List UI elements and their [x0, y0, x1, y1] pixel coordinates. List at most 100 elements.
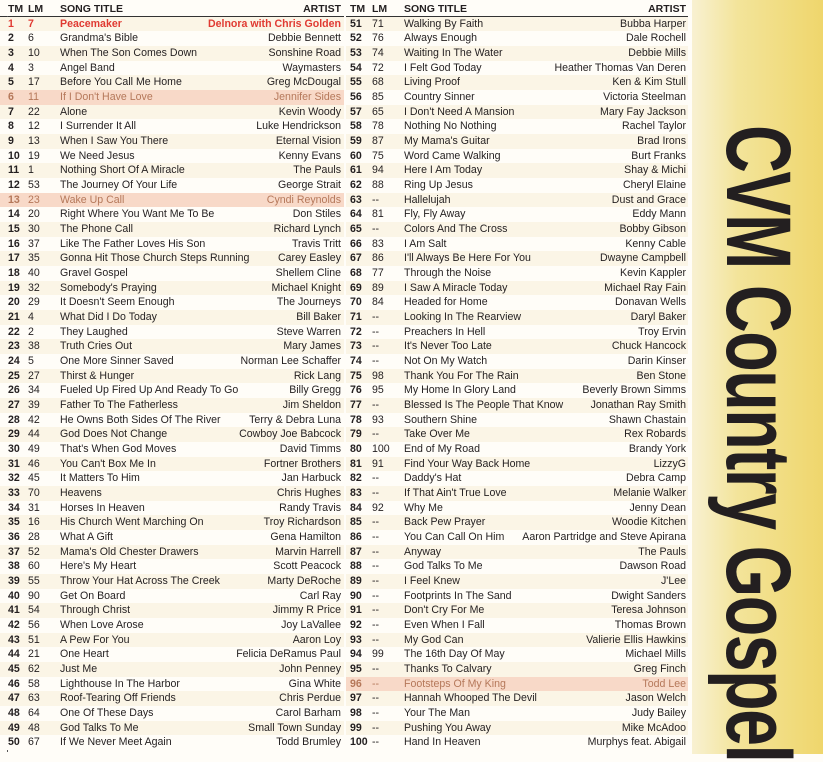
rank-this-month: 36: [8, 531, 20, 544]
rank-last-month: 87: [372, 134, 384, 147]
artist-name: Marty DeRoche: [267, 575, 341, 588]
table-row: 93 -- My God Can Valierie Ellis Hawkins: [346, 632, 688, 648]
rank-last-month: --: [372, 707, 380, 720]
artist-name: George Strait: [277, 178, 341, 191]
artist-name: Daryl Baker: [630, 310, 686, 323]
song-title: I Don't Need A Mansion: [404, 105, 515, 118]
rank-this-month: 89: [350, 575, 362, 588]
song-title: My God Can: [404, 633, 464, 646]
table-row: 31 46 You Can't Box Me In Fortner Brothers: [0, 456, 344, 472]
table-row: 43 51 A Pew For You Aaron Loy: [0, 632, 344, 648]
table-row: 11 1 Nothing Short Of A Miracle The Pauls: [0, 163, 344, 178]
rank-this-month: 19: [8, 281, 20, 294]
rank-last-month: 54: [28, 604, 40, 617]
artist-name: Eddy Mann: [632, 208, 686, 221]
rank-this-month: 96: [350, 677, 362, 690]
artist-name: The Pauls: [293, 164, 341, 177]
rank-this-month: 11: [8, 164, 20, 177]
rank-this-month: 51: [350, 17, 362, 30]
table-row: 84 92 Why Me Jenny Dean: [346, 500, 688, 516]
rank-last-month: 39: [28, 398, 40, 411]
artist-name: J'Lee: [661, 575, 686, 588]
rank-last-month: 19: [28, 149, 40, 162]
rank-this-month: 54: [350, 61, 362, 74]
song-title: I Saw A Miracle Today: [404, 281, 508, 294]
rank-this-month: 63: [350, 193, 362, 206]
rank-this-month: 42: [8, 619, 20, 632]
rank-last-month: 35: [28, 252, 40, 265]
song-title: Here I Am Today: [404, 164, 483, 177]
song-title: Hannah Whooped The Devil: [404, 692, 537, 705]
rank-last-month: 49: [28, 442, 40, 455]
rank-last-month: 58: [28, 677, 40, 690]
rank-this-month: 33: [8, 487, 20, 499]
song-title: Daddy's Hat: [404, 472, 462, 485]
table-row: 52 76 Always Enough Dale Rochell: [346, 31, 688, 46]
rank-last-month: --: [372, 560, 380, 573]
song-title: Mama's Old Chester Drawers: [60, 545, 199, 558]
song-title: One More Sinner Saved: [60, 354, 174, 367]
song-title: I Felt God Today: [404, 61, 482, 74]
table-header: TM LM SONG TITLE ARTIST: [0, 2, 344, 17]
rank-last-month: 95: [372, 384, 384, 397]
table-row: 95 -- Thanks To Calvary Greg Finch: [346, 662, 688, 677]
rank-this-month: 88: [350, 560, 362, 573]
artist-name: Cheryl Elaine: [622, 178, 686, 191]
rank-this-month: 27: [8, 398, 20, 411]
rank-last-month: 7: [28, 17, 34, 30]
table-row: 14 20 Right Where You Want Me To Be Don Sti…: [0, 207, 344, 222]
rank-last-month: 22: [28, 105, 40, 118]
song-title: Thanks To Calvary: [404, 663, 492, 676]
rank-this-month: 34: [8, 501, 20, 514]
table-row: 39 55 Throw Your Hat Across The Creek Marty…: [0, 574, 344, 589]
header-song-title: SONG TITLE: [404, 3, 467, 15]
song-title: Nothing Short Of A Miracle: [60, 164, 185, 177]
rank-last-month: 38: [28, 340, 40, 353]
table-header: TM LM SONG TITLE ARTIST: [346, 2, 688, 17]
song-title: If I Don't Have Love: [60, 90, 153, 103]
artist-name: Jim Sheldon: [282, 398, 341, 411]
rank-this-month: 2: [8, 32, 14, 45]
rank-last-month: 17: [28, 76, 40, 89]
rank-this-month: 93: [350, 633, 362, 646]
artist-name: Jimmy R Price: [272, 604, 341, 617]
artist-name: LizzyG: [653, 457, 686, 470]
rank-this-month: 22: [8, 325, 20, 338]
song-title: A Pew For You: [60, 633, 130, 646]
rank-last-month: 12: [28, 120, 40, 133]
song-title: The Journey Of Your Life: [60, 178, 178, 191]
song-title: They Laughed: [60, 325, 128, 338]
rank-this-month: 53: [350, 46, 362, 59]
artist-name: Steve Warren: [276, 325, 341, 338]
rank-this-month: 82: [350, 472, 362, 485]
rank-this-month: 13: [8, 193, 20, 206]
table-row: 81 91 Find Your Way Back Home LizzyG: [346, 456, 688, 472]
table-row: 3 10 When The Son Comes Down Sonshine Road: [0, 45, 344, 61]
rank-last-month: 40: [28, 266, 40, 279]
header-lm: LM: [28, 3, 44, 15]
artist-name: Small Town Sunday: [248, 721, 341, 734]
song-title: What Did I Do Today: [60, 310, 157, 323]
song-title: That's When God Moves: [60, 442, 177, 455]
artist-name: Kevin Woody: [278, 105, 341, 118]
rank-last-month: --: [372, 604, 380, 617]
artist-name: Ken & Kim Stull: [612, 76, 686, 89]
song-title: Thirst & Hunger: [60, 369, 135, 382]
artist-name: Billy Gregg: [289, 384, 341, 397]
chart-banner: CVM Country Gospel: [692, 0, 823, 762]
table-row: 25 27 Thirst & Hunger Rick Lang: [0, 368, 344, 384]
rank-last-month: --: [372, 545, 380, 558]
artist-name: Mike McAdoo: [621, 721, 686, 734]
song-title: Don't Cry For Me: [404, 604, 485, 617]
artist-name: Rex Robards: [624, 428, 686, 441]
rank-last-month: 37: [28, 237, 40, 250]
rank-last-month: 48: [28, 721, 40, 734]
table-row: 28 42 He Owns Both Sides Of The River Terry…: [0, 412, 344, 428]
rank-last-month: 62: [28, 663, 40, 676]
artist-name: Todd Lee: [642, 677, 686, 690]
song-title: Hand In Heaven: [404, 736, 481, 749]
song-title: Just Me: [60, 663, 98, 676]
artist-name: Rick Lang: [293, 369, 341, 382]
rank-last-month: 42: [28, 413, 40, 426]
song-title: Looking In The Rearview: [404, 310, 521, 323]
